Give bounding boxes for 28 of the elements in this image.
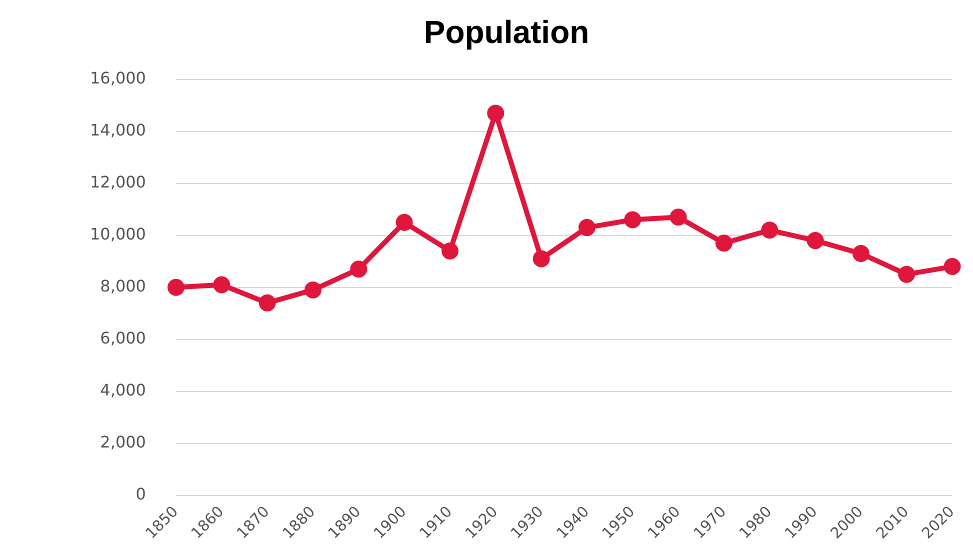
y-tick-label: 16,000 [90,68,146,88]
point [396,214,413,231]
point [213,276,230,294]
point [167,278,184,296]
point [852,245,870,262]
point [441,242,458,260]
point [944,258,961,276]
y-tick-label: 6,000 [100,328,146,348]
point [578,219,596,236]
point [806,232,824,250]
y-tick-label: 14,000 [90,120,146,140]
point [350,260,368,278]
point [304,281,322,298]
y-tick-label: 2,000 [100,432,146,452]
point [624,211,642,228]
y-tick-label: 8,000 [100,276,146,296]
point [258,294,276,312]
y-tick-label: 10,000 [90,224,146,244]
point [715,234,732,252]
point [487,104,504,122]
point [761,222,778,239]
chart-title: Population [424,14,590,50]
y-tick-label: 12,000 [90,172,146,192]
point [670,208,687,226]
point [898,266,916,283]
point [532,250,550,268]
y-tick-label: 4,000 [100,380,146,400]
y-tick-label: 0 [136,484,146,504]
